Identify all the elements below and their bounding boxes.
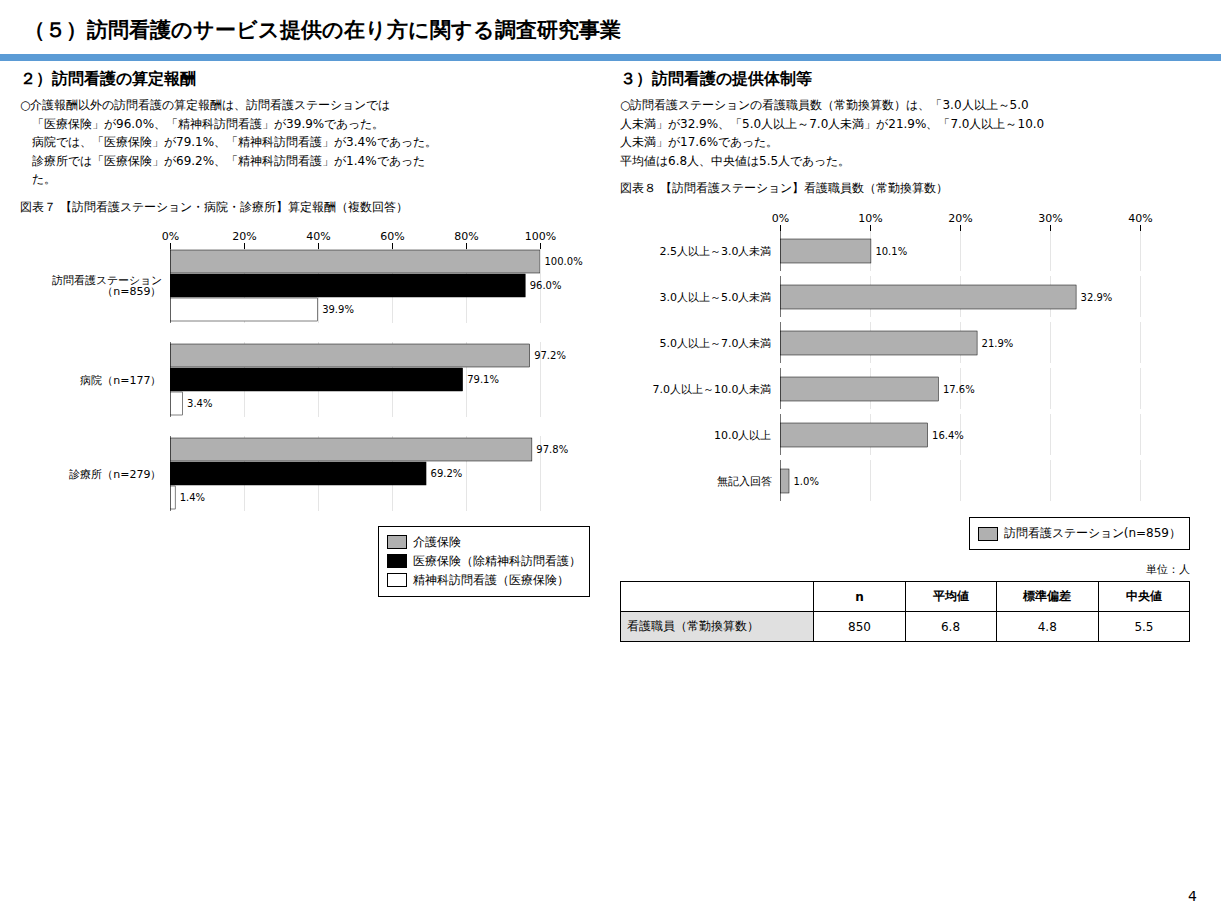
svg-text:1.0%: 1.0% xyxy=(794,476,819,487)
svg-text:5.0人以上～7.0人未満: 5.0人以上～7.0人未満 xyxy=(660,337,772,350)
svg-text:97.2%: 97.2% xyxy=(534,350,566,361)
svg-text:3.0人以上～5.0人未満: 3.0人以上～5.0人未満 xyxy=(660,291,772,304)
svg-text:20%: 20% xyxy=(232,229,256,242)
html-text:4: 4 xyxy=(1188,888,1197,904)
svg-text:訪問看護ステーション（n=859）: 訪問看護ステーション（n=859） xyxy=(52,274,162,298)
html-text:精神科訪問看護（医療保険）: 精神科訪問看護（医療保険） xyxy=(413,573,569,587)
svg-text:100.0%: 100.0% xyxy=(545,256,583,267)
svg-text:16.4%: 16.4% xyxy=(932,430,964,441)
svg-text:20%: 20% xyxy=(948,212,972,225)
svg-text:病院（n=177）: 病院（n=177） xyxy=(80,373,161,386)
svg-text:39.9%: 39.9% xyxy=(322,304,354,315)
svg-text:0%: 0% xyxy=(772,212,789,225)
html-text:n: n xyxy=(855,589,864,604)
html-text:5.5: 5.5 xyxy=(1134,619,1154,634)
svg-text:80%: 80% xyxy=(454,229,478,242)
html-text:標準偏差: 標準偏差 xyxy=(1023,589,1072,604)
svg-text:30%: 30% xyxy=(1038,212,1062,225)
html-text:病院では、「医療保険」が79.1%、「精神科訪問看護」が3.: 病院では、「医療保険」が79.1%、「精神科訪問看護」が3.4%であった。 xyxy=(20,135,437,150)
svg-text:10%: 10% xyxy=(858,212,882,225)
html-text:○訪問看護ステーションの看護職員数（常勤換算数）は、「3.0: ○訪問看護ステーションの看護職員数（常勤換算数）は、「3.0人以上～5.0 xyxy=(620,98,1029,112)
svg-text:21.9%: 21.9% xyxy=(982,338,1014,349)
html-text:医療保険（除精神科訪問看護）: 医療保険（除精神科訪問看護） xyxy=(413,554,581,568)
svg-text:0%: 0% xyxy=(162,229,179,242)
svg-text:10.0人以上: 10.0人以上 xyxy=(714,429,772,442)
html-text:（５）訪問看護のサービス提供の在り方に関する調査研究事業: （５）訪問看護のサービス提供の在り方に関する調査研究事業 xyxy=(24,18,621,42)
html-text:人未満」が32.9%、「5.0人以上～7.0人未満」が21.: 人未満」が32.9%、「5.0人以上～7.0人未満」が21.9%、「7.0人以上… xyxy=(620,116,1045,131)
svg-text:7.0人以上～10.0人未満: 7.0人以上～10.0人未満 xyxy=(653,383,772,396)
svg-text:32.9%: 32.9% xyxy=(1081,292,1113,303)
svg-text:97.8%: 97.8% xyxy=(536,444,568,455)
svg-text:96.0%: 96.0% xyxy=(530,280,562,291)
svg-text:10.1%: 10.1% xyxy=(875,246,907,257)
html-text:人未満」が17.6%であった。: 人未満」が17.6%であった。 xyxy=(620,135,779,150)
svg-text:40%: 40% xyxy=(1128,212,1152,225)
html-text:平均値は6.8人、中央値は5.5人であった。: 平均値は6.8人、中央値は5.5人であった。 xyxy=(620,153,851,168)
svg-text:3.4%: 3.4% xyxy=(187,398,212,409)
html-text:図表８ 【訪問看護ステーション】看護職員数（常勤換算数）: 図表８ 【訪問看護ステーション】看護職員数（常勤換算数） xyxy=(620,181,948,196)
svg-text:2.5人以上～3.0人未満: 2.5人以上～3.0人未満 xyxy=(660,245,772,258)
svg-text:17.6%: 17.6% xyxy=(943,384,975,395)
svg-text:79.1%: 79.1% xyxy=(467,374,499,385)
html-text:診療所では「医療保険」が69.2%、「精神科訪問看護」が1.: 診療所では「医療保険」が69.2%、「精神科訪問看護」が1.4%であった xyxy=(20,153,425,168)
svg-text:1.4%: 1.4% xyxy=(180,492,205,503)
html-text:図表７ 【訪問看護ステーション・病院・診療所】算定報酬（複数: 図表７ 【訪問看護ステーション・病院・診療所】算定報酬（複数回答） xyxy=(20,200,408,214)
html-text:4.8: 4.8 xyxy=(1037,619,1057,634)
html-text:中央値: 中央値 xyxy=(1126,589,1162,604)
html-text:6.8: 6.8 xyxy=(941,619,961,634)
html-text:２）訪問看護の算定報酬: ２）訪問看護の算定報酬 xyxy=(20,69,196,88)
svg-text:60%: 60% xyxy=(380,229,404,242)
html-text:単位：人: 単位：人 xyxy=(1146,563,1190,577)
svg-text:診療所（n=279）: 診療所（n=279） xyxy=(69,467,161,480)
html-text:○介護報酬以外の訪問看護の算定報酬は、訪問看護ステーションで: ○介護報酬以外の訪問看護の算定報酬は、訪問看護ステーションでは xyxy=(20,98,391,112)
html-text:た。: た。 xyxy=(20,172,56,187)
html-text:850: 850 xyxy=(848,619,871,634)
html-text:平均値: 平均値 xyxy=(932,589,969,604)
html-text:訪問看護ステーション(n=859）: 訪問看護ステーション(n=859） xyxy=(1003,526,1181,541)
svg-text:40%: 40% xyxy=(306,229,330,242)
svg-text:100%: 100% xyxy=(525,229,556,242)
html-text:介護保険: 介護保険 xyxy=(413,535,461,549)
svg-text:69.2%: 69.2% xyxy=(431,468,463,479)
html-text:看護職員（常勤換算数）: 看護職員（常勤換算数） xyxy=(627,619,759,634)
svg-text:無記入回答: 無記入回答 xyxy=(717,475,772,488)
html-text:「医療保険」が96.0%、「精神科訪問看護」が39.9%であ: 「医療保険」が96.0%、「精神科訪問看護」が39.9%であった。 xyxy=(20,116,385,131)
html-text:３）訪問看護の提供体制等: ３）訪問看護の提供体制等 xyxy=(620,69,812,88)
